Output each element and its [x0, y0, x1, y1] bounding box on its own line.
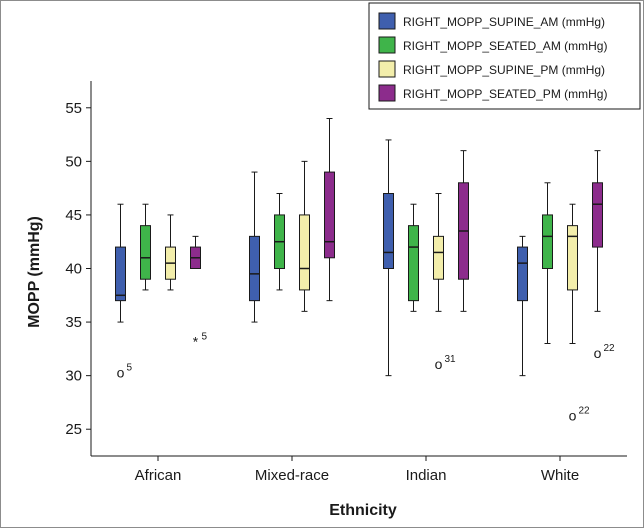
outlier-marker: o	[594, 345, 602, 361]
box-plot	[274, 193, 285, 291]
y-tick-label: 25	[65, 421, 82, 438]
outlier-case-label: 22	[579, 405, 591, 416]
y-axis-title: MOPP (mmHg)	[26, 216, 43, 328]
outliers: o 5* 5o 31o 22o 22	[117, 331, 615, 423]
outlier-case-label: 31	[445, 354, 457, 365]
outlier-case-label: 5	[127, 362, 133, 373]
legend-box	[368, 2, 641, 110]
box-plot	[324, 118, 335, 302]
box-plot	[140, 203, 151, 291]
box-iqr	[249, 235, 260, 302]
legend-label: RIGHT_MOPP_SUPINE_AM (mmHg)	[403, 15, 605, 29]
y-tick-label: 35	[65, 314, 82, 331]
box-iqr	[592, 182, 603, 248]
box-iqr	[140, 225, 151, 280]
y-tick-label: 30	[65, 368, 82, 385]
box-iqr	[517, 246, 528, 302]
box-iqr	[115, 246, 126, 302]
x-tick-label: Indian	[406, 467, 447, 484]
box-plot	[165, 214, 176, 291]
outlier-marker: o	[117, 364, 125, 380]
outlier-marker: o	[569, 407, 577, 423]
box-iqr	[324, 171, 335, 259]
legend: RIGHT_MOPP_SUPINE_AM (mmHg) RIGHT_MOPP_SE…	[368, 2, 641, 110]
box-plot	[383, 139, 394, 377]
x-tick-label: African	[135, 467, 182, 484]
box-plot	[517, 235, 528, 377]
legend-swatch	[378, 84, 396, 102]
legend-swatch	[378, 36, 396, 54]
box-plot	[408, 203, 419, 312]
box-plot	[249, 171, 260, 323]
legend-swatch	[378, 60, 396, 78]
box-plot	[567, 203, 578, 344]
box-plot	[458, 150, 469, 312]
y-tick-label: 50	[65, 153, 82, 170]
outlier-case-label: 22	[604, 343, 616, 354]
y-tick-label: 55	[65, 100, 82, 117]
box-plot	[592, 150, 603, 312]
box-iqr	[299, 214, 310, 291]
legend-swatch	[378, 12, 396, 30]
box-iqr	[542, 214, 553, 270]
box-plot	[299, 160, 310, 312]
box-series	[115, 118, 603, 377]
box-iqr	[383, 193, 394, 269]
outlier-marker: o	[435, 356, 443, 372]
outlier-case-label: 5	[202, 331, 208, 342]
box-plot	[115, 203, 126, 323]
x-tick-label: White	[541, 467, 579, 484]
box-plot	[190, 235, 201, 269]
box-plot	[542, 182, 553, 344]
y-tick-label: 45	[65, 207, 82, 224]
x-axis-title: Ethnicity	[329, 502, 397, 519]
box-iqr	[433, 235, 444, 280]
legend-label: RIGHT_MOPP_SUPINE_PM (mmHg)	[403, 63, 605, 77]
x-tick-label: Mixed-race	[255, 467, 329, 484]
legend-label: RIGHT_MOPP_SEATED_AM (mmHg)	[403, 39, 607, 53]
y-tick-label: 40	[65, 261, 82, 278]
box-plot	[433, 193, 444, 312]
box-iqr	[408, 225, 419, 302]
box-iqr	[567, 225, 578, 291]
legend-label: RIGHT_MOPP_SEATED_PM (mmHg)	[403, 87, 607, 101]
outlier-marker: *	[193, 333, 199, 349]
